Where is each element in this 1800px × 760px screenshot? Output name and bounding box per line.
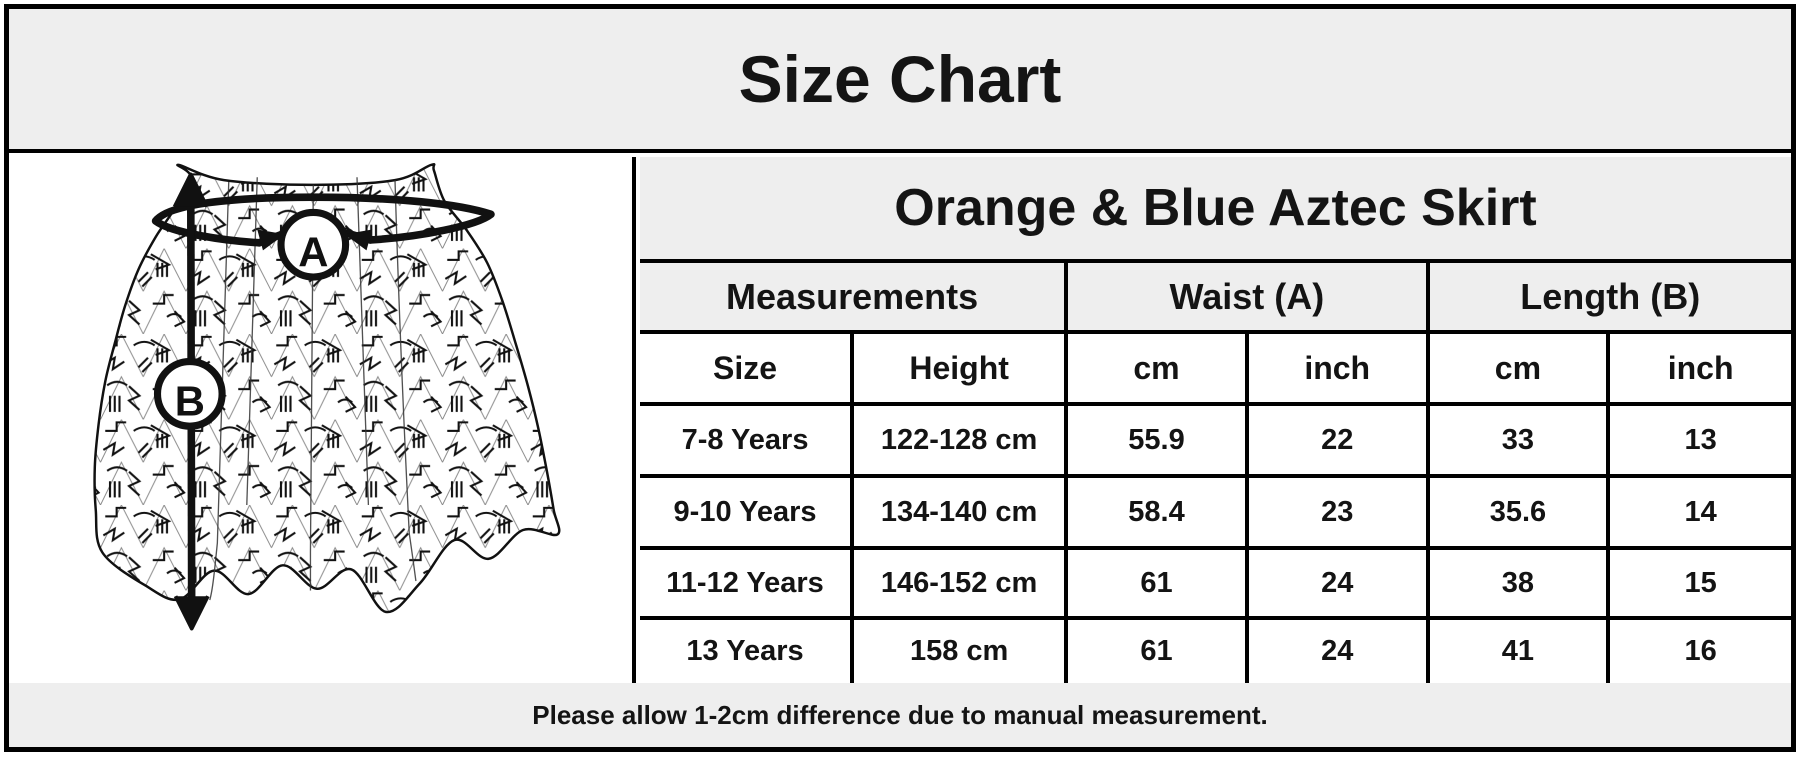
svg-text:B: B bbox=[175, 378, 205, 425]
svg-text:A: A bbox=[298, 229, 328, 276]
